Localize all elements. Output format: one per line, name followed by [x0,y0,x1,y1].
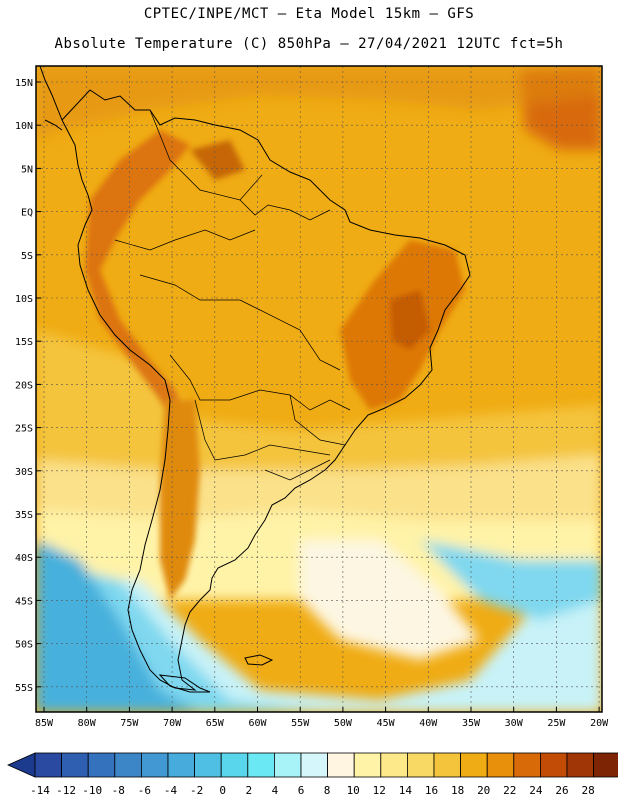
lon-label: 50W [334,718,353,729]
colorbar-swatch [566,752,595,778]
lat-label: 25S [15,424,33,435]
lat-label: 5S [21,251,33,262]
lat-label: 5N [21,164,33,175]
colorbar-label: -2 [190,784,203,797]
field-venezuela-hot [190,140,245,180]
colorbar-label: 24 [529,784,543,797]
colorbar-label: 28 [581,784,594,797]
colorbar-label: 16 [425,784,438,797]
map-subtitle: Absolute Temperature (C) 850hPa – 27/04/… [54,36,564,52]
lon-label: 35W [462,718,481,729]
colorbar: -14 -12 -10 -8 -6 -4 -2 0 2 4 6 8 10 12 14 16 18 20 22 24 26… [7,752,618,797]
colorbar-label: 22 [503,784,516,797]
temperature-field [36,66,602,712]
colorbar-swatch [247,752,275,778]
longitude-labels: 85W 80W 75W 70W 65W 60W 55W 50W 45W 40W 35W 30W 25W 2… [35,718,609,729]
colorbar-swatch [220,752,249,778]
colorbar-swatch [593,752,618,778]
lat-label: 15N [15,78,33,89]
colorbar-swatch [327,752,355,778]
lon-label: 70W [163,718,182,729]
colorbar-label: 4 [272,784,279,797]
latitude-labels: 15N 10N 5N EQ 5S 10S 15S 20S 25S 30S 35S 40S 45S 50S 5… [15,78,33,694]
lon-label: 75W [120,718,139,729]
colorbar-low-arrow [7,752,36,778]
field-andes-south [160,400,200,600]
colorbar-label: 10 [347,784,360,797]
falkland-islands [244,654,274,666]
colorbar-label: 6 [298,784,305,797]
lon-label: 45W [377,718,396,729]
country-borders [114,109,351,481]
colorbar-label: -14 [30,784,50,797]
lat-label: 40S [15,553,33,564]
colorbar-swatch [34,752,63,778]
lat-label: 20S [15,380,33,391]
colorbar-swatch [380,752,408,778]
lon-label: 30W [505,718,524,729]
field-southern-cold [36,540,200,712]
lon-label: 80W [78,718,97,729]
colorbar-swatch [114,752,142,778]
colorbar-swatch [87,752,116,778]
lon-label: 25W [547,718,566,729]
tierra-del-fuego [158,674,211,693]
field-southern-cool-east [420,540,602,620]
coastlines [39,66,471,693]
colorbar-swatch [486,752,515,778]
colorbar-swatch [460,752,488,778]
map-title: CPTEC/INPE/MCT – Eta Model 15km – GFS [143,6,475,22]
map-frame [35,65,603,713]
colorbar-label: 8 [324,784,331,797]
colorbar-label: -6 [138,784,151,797]
lon-label: 65W [206,718,225,729]
colorbar-swatch [406,752,435,778]
central-america-coast [39,66,63,131]
colorbar-label: 14 [399,784,413,797]
colorbar-label: 2 [245,784,252,797]
colorbar-label: -4 [164,784,178,797]
colorbar-swatch [353,752,382,778]
lat-lon-grid [36,66,602,712]
field-pale-band [300,540,480,660]
lat-label: 35S [15,510,33,521]
colorbar-swatch [194,752,222,778]
colorbar-label: -10 [82,784,102,797]
lat-label: 30S [15,467,33,478]
colorbar-swatch [513,752,541,778]
lon-label: 60W [248,718,267,729]
colorbar-swatch [61,752,89,778]
colorbar-swatch [433,752,462,778]
lat-label: 55S [15,683,33,694]
colorbar-swatch [140,752,169,778]
colorbar-swatch [273,752,302,778]
colorbar-label: 20 [477,784,490,797]
colorbar-label: 12 [373,784,386,797]
colorbar-label: 26 [555,784,568,797]
colorbar-swatch [300,752,329,778]
field-andes-north [85,130,190,440]
lat-label: EQ [21,208,33,219]
colorbar-label: -8 [112,784,125,797]
lat-label: 50S [15,640,33,651]
lat-label: 10N [15,121,33,132]
colorbar-swatch [167,752,196,778]
lon-label: 55W [291,718,310,729]
field-darkorange-north [36,66,602,140]
south-america-coast [61,89,471,691]
lon-label: 20W [590,718,609,729]
colorbar-label: 18 [451,784,464,797]
colorbar-swatch [540,752,568,778]
field-brazil-hottest [390,290,430,350]
lon-label: 85W [35,718,54,729]
lat-label: 45S [15,596,33,607]
lat-label: 15S [15,337,33,348]
colorbar-label: 0 [219,784,226,797]
lon-label: 40W [419,718,438,729]
lat-label: 10S [15,294,33,305]
colorbar-label: -12 [56,784,76,797]
